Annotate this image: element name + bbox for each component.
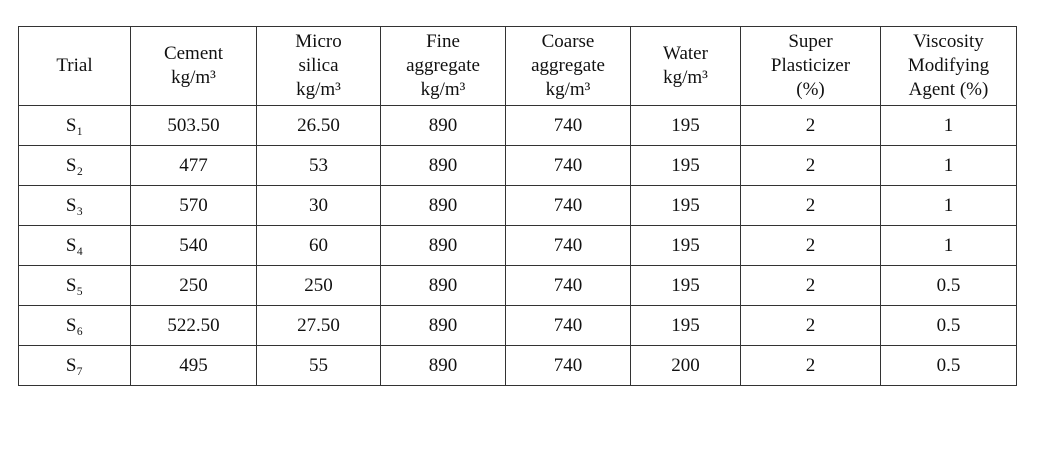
trial-cell: S₅ [18, 265, 131, 306]
value-cell: 740 [505, 305, 631, 346]
header-line: Cement [163, 43, 224, 64]
header-line: Modifying [907, 55, 990, 76]
header-line: (%) [796, 79, 825, 100]
value-cell: 740 [505, 265, 631, 306]
value-cell: 890 [380, 345, 506, 386]
table-row: S₂ 477 53 890 740 195 2 1 [18, 145, 1017, 186]
value-cell: 195 [630, 105, 741, 146]
header-line: kg/m³ [171, 67, 216, 88]
value-cell: 740 [505, 345, 631, 386]
trial-cell: S₁ [18, 105, 131, 146]
header-line: kg/m³ [420, 79, 466, 100]
value-cell: 890 [380, 225, 506, 266]
value-cell: 26.50 [256, 105, 381, 146]
header-cell: Cement kg/m³ [130, 26, 257, 106]
value-cell: 2 [740, 185, 881, 226]
value-cell: 195 [630, 225, 741, 266]
table-row: S₅ 250 250 890 740 195 2 0.5 [18, 265, 1017, 306]
header-line: Micro [295, 31, 342, 52]
header-cell: Trial [18, 26, 131, 106]
value-cell: 0.5 [880, 345, 1017, 386]
table-row: S₄ 540 60 890 740 195 2 1 [18, 225, 1017, 266]
header-cell: Viscosity Modifying Agent (%) [880, 26, 1017, 106]
table-body: S₁ 503.50 26.50 890 740 195 2 1 S₂ 477 53 890 740 195… [18, 105, 1017, 386]
value-cell: 503.50 [130, 105, 257, 146]
value-cell: 1 [880, 105, 1017, 146]
header-line: Fine [426, 31, 460, 52]
value-cell: 60 [256, 225, 381, 266]
header-line: Super [788, 31, 833, 52]
mix-table: Trial Cement kg/m³ Micro silica kg/m³ Fine aggr… [18, 26, 1017, 386]
value-cell: 195 [630, 265, 741, 306]
value-cell: 890 [380, 265, 506, 306]
value-cell: 522.50 [130, 305, 257, 346]
trial-cell: S₃ [18, 185, 131, 226]
header-line: Coarse [541, 31, 595, 52]
value-cell: 200 [630, 345, 741, 386]
value-cell: 570 [130, 185, 257, 226]
value-cell: 890 [380, 145, 506, 186]
value-cell: 55 [256, 345, 381, 386]
header-line: kg/m³ [545, 79, 591, 100]
value-cell: 890 [380, 105, 506, 146]
value-cell: 890 [380, 185, 506, 226]
header-cell: Fine aggregate kg/m³ [380, 26, 506, 106]
value-cell: 740 [505, 145, 631, 186]
value-cell: 2 [740, 305, 881, 346]
value-cell: 27.50 [256, 305, 381, 346]
header-line: Agent (%) [908, 79, 989, 100]
value-cell: 495 [130, 345, 257, 386]
header-line: kg/m³ [663, 67, 708, 88]
header-cell: Coarse aggregate kg/m³ [505, 26, 631, 106]
value-cell: 250 [130, 265, 257, 306]
value-cell: 2 [740, 345, 881, 386]
header-row: Trial Cement kg/m³ Micro silica kg/m³ Fine aggr… [18, 26, 1017, 106]
header-line: kg/m³ [296, 79, 341, 100]
value-cell: 477 [130, 145, 257, 186]
value-cell: 740 [505, 225, 631, 266]
table-row: S₃ 570 30 890 740 195 2 1 [18, 185, 1017, 226]
value-cell: 2 [740, 105, 881, 146]
header-line: aggregate [531, 55, 605, 76]
trial-cell: S₇ [18, 345, 131, 386]
header-line: aggregate [406, 55, 480, 76]
value-cell: 890 [380, 305, 506, 346]
header-cell: Super Plasticizer (%) [740, 26, 881, 106]
header-line: silica [298, 55, 339, 76]
value-cell: 740 [505, 185, 631, 226]
value-cell: 1 [880, 145, 1017, 186]
value-cell: 195 [630, 305, 741, 346]
value-cell: 195 [630, 185, 741, 226]
header-line: Plasticizer [770, 55, 851, 76]
value-cell: 30 [256, 185, 381, 226]
trial-cell: S₆ [18, 305, 131, 346]
value-cell: 250 [256, 265, 381, 306]
value-cell: 540 [130, 225, 257, 266]
table-row: S₇ 495 55 890 740 200 2 0.5 [18, 345, 1017, 386]
trial-cell: S₄ [18, 225, 131, 266]
header-line: Water [663, 43, 708, 64]
value-cell: 0.5 [880, 265, 1017, 306]
value-cell: 740 [505, 105, 631, 146]
header-cell: Water kg/m³ [630, 26, 741, 106]
value-cell: 0.5 [880, 305, 1017, 346]
value-cell: 1 [880, 225, 1017, 266]
header-line: Trial [56, 55, 93, 76]
trial-cell: S₂ [18, 145, 131, 186]
value-cell: 2 [740, 265, 881, 306]
table-row: S₆ 522.50 27.50 890 740 195 2 0.5 [18, 305, 1017, 346]
value-cell: 2 [740, 225, 881, 266]
header-line: Viscosity [913, 31, 984, 52]
value-cell: 1 [880, 185, 1017, 226]
header-cell: Micro silica kg/m³ [256, 26, 381, 106]
value-cell: 195 [630, 145, 741, 186]
value-cell: 2 [740, 145, 881, 186]
value-cell: 53 [256, 145, 381, 186]
table-row: S₁ 503.50 26.50 890 740 195 2 1 [18, 105, 1017, 146]
